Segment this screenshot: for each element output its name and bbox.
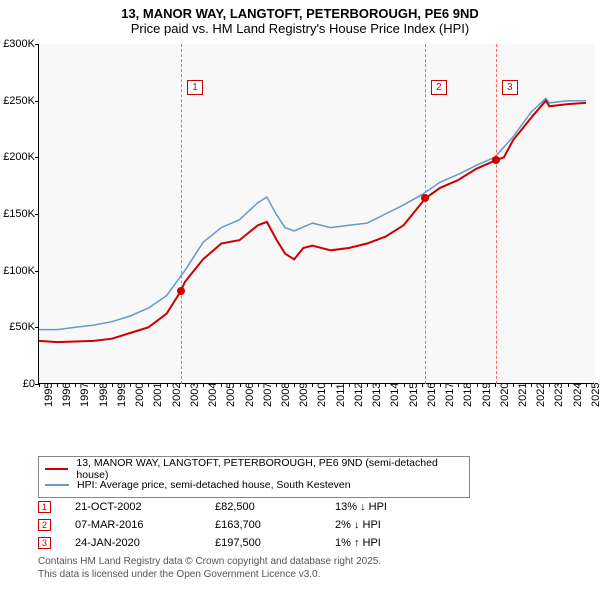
x-tick-label: 2022	[535, 383, 547, 407]
marker-line	[425, 44, 426, 384]
marker-dot	[177, 287, 185, 295]
x-tick-label: 2005	[225, 383, 237, 407]
event-marker-num: 1	[38, 501, 51, 513]
legend-label: HPI: Average price, semi-detached house,…	[77, 479, 351, 491]
marker-line	[496, 44, 497, 384]
chart-title: 13, MANOR WAY, LANGTOFT, PETERBOROUGH, P…	[0, 0, 600, 21]
x-tick-label: 2020	[499, 383, 511, 407]
event-row: 1 21-OCT-2002£82,50013% ↓ HPI	[38, 498, 387, 516]
event-delta: 13% ↓ HPI	[335, 501, 387, 513]
y-tick-label: £250K	[0, 95, 35, 107]
event-price: £82,500	[215, 501, 335, 513]
footer-line2: This data is licensed under the Open Gov…	[38, 569, 381, 582]
x-tick-label: 2018	[462, 383, 474, 407]
chart-subtitle: Price paid vs. HM Land Registry's House …	[0, 21, 600, 40]
chart-container: £0£50K£100K£150K£200K£250K£300K199519961…	[38, 44, 594, 414]
marker-line	[181, 44, 182, 384]
x-tick-label: 2024	[572, 383, 584, 407]
x-tick-label: 2010	[316, 383, 328, 407]
event-price: £197,500	[215, 537, 335, 549]
marker-label: 2	[431, 80, 447, 95]
x-tick-label: 2007	[262, 383, 274, 407]
legend-box: 13, MANOR WAY, LANGTOFT, PETERBOROUGH, P…	[38, 456, 470, 498]
event-marker-num: 2	[38, 519, 51, 531]
x-tick-label: 2012	[353, 383, 365, 407]
x-tick-label: 1996	[61, 383, 73, 407]
event-date: 21-OCT-2002	[75, 501, 215, 513]
event-date: 24-JAN-2020	[75, 537, 215, 549]
events-table: 1 21-OCT-2002£82,50013% ↓ HPI 2 07-MAR-2016…	[38, 498, 387, 552]
x-tick-label: 2019	[481, 383, 493, 407]
series-hpi	[39, 98, 586, 329]
x-tick-label: 2003	[189, 383, 201, 407]
event-row: 2 07-MAR-2016£163,7002% ↓ HPI	[38, 516, 387, 534]
marker-dot	[421, 194, 429, 202]
event-price: £163,700	[215, 519, 335, 531]
marker-dot	[492, 156, 500, 164]
x-tick-label: 2023	[553, 383, 565, 407]
event-delta: 1% ↑ HPI	[335, 537, 381, 549]
x-tick-label: 2009	[298, 383, 310, 407]
footer-line1: Contains HM Land Registry data © Crown c…	[38, 556, 381, 569]
x-tick-label: 1998	[98, 383, 110, 407]
x-tick-label: 1995	[43, 383, 55, 407]
x-tick-label: 2017	[444, 383, 456, 407]
event-date: 07-MAR-2016	[75, 519, 215, 531]
x-tick-label: 2002	[171, 383, 183, 407]
chart-lines-svg	[39, 44, 595, 384]
legend-label: 13, MANOR WAY, LANGTOFT, PETERBOROUGH, P…	[76, 457, 463, 481]
x-tick-label: 2025	[590, 383, 600, 407]
legend-swatch	[45, 484, 69, 486]
y-tick-label: £300K	[0, 38, 35, 50]
event-row: 3 24-JAN-2020£197,5001% ↑ HPI	[38, 534, 387, 552]
x-tick-label: 2013	[371, 383, 383, 407]
x-tick-label: 2001	[152, 383, 164, 407]
x-tick-label: 2011	[335, 383, 347, 407]
y-tick-label: £200K	[0, 151, 35, 163]
x-tick-label: 2006	[244, 383, 256, 407]
y-tick-label: £0	[0, 378, 35, 390]
footer-attribution: Contains HM Land Registry data © Crown c…	[38, 556, 381, 581]
x-tick-label: 1997	[79, 383, 91, 407]
legend-swatch	[45, 468, 68, 470]
x-tick-label: 2004	[207, 383, 219, 407]
y-tick-label: £150K	[0, 208, 35, 220]
x-tick-label: 2014	[389, 383, 401, 407]
x-tick-label: 2016	[426, 383, 438, 407]
marker-label: 1	[187, 80, 203, 95]
x-tick-label: 2008	[280, 383, 292, 407]
series-price_paid	[39, 101, 586, 342]
marker-label: 3	[502, 80, 518, 95]
legend-item: 13, MANOR WAY, LANGTOFT, PETERBOROUGH, P…	[45, 461, 463, 477]
event-marker-num: 3	[38, 537, 51, 549]
x-tick-label: 2000	[134, 383, 146, 407]
x-tick-label: 2021	[517, 383, 529, 407]
x-tick-label: 1999	[116, 383, 128, 407]
y-tick-label: £50K	[0, 321, 35, 333]
plot-area: £0£50K£100K£150K£200K£250K£300K199519961…	[38, 44, 594, 384]
y-tick-label: £100K	[0, 265, 35, 277]
x-tick-label: 2015	[408, 383, 420, 407]
event-delta: 2% ↓ HPI	[335, 519, 381, 531]
